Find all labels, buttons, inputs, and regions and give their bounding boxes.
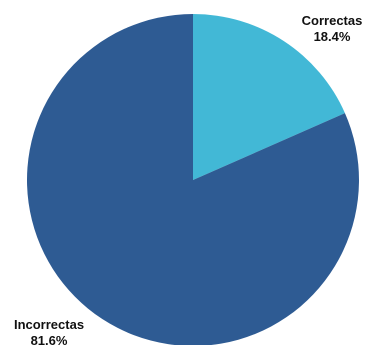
pie-slice-incorrectas (27, 14, 359, 345)
slice-label-incorrectas: Incorrectas 81.6% (14, 317, 84, 345)
slice-label-correctas: Correctas 18.4% (302, 13, 363, 44)
pie-slices (27, 14, 359, 345)
slice-label-incorrectas-name: Incorrectas (14, 317, 84, 332)
slice-label-correctas-name: Correctas (302, 13, 363, 28)
slice-label-correctas-value: 18.4% (314, 29, 351, 44)
slice-label-incorrectas-value: 81.6% (31, 333, 68, 345)
pie-slice-correctas (193, 14, 345, 180)
